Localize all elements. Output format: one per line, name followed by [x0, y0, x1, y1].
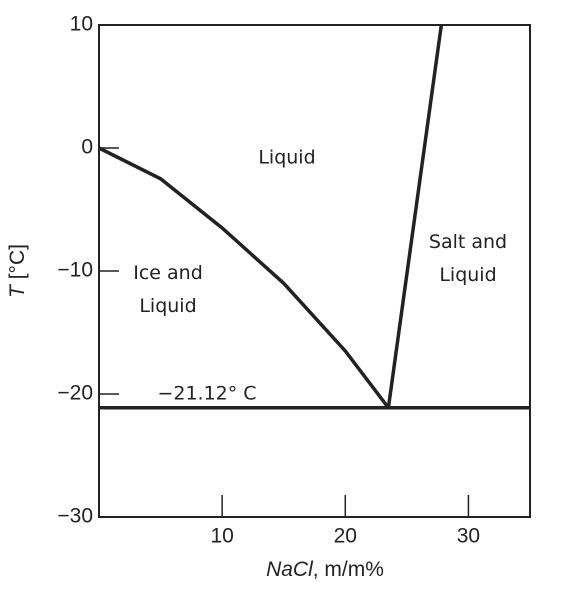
x-tick-label: 10: [210, 525, 233, 548]
y-tick-label: −30: [57, 505, 93, 528]
annotation: Liquid: [258, 147, 315, 169]
phase-boundary: [98, 146, 390, 409]
annotation: −21.12° C: [157, 383, 256, 405]
y-tick-label: −20: [57, 382, 93, 405]
y-axis-label: T [°C]: [6, 244, 29, 298]
x-axis-label: NaCl, m/m%: [266, 558, 384, 581]
y-tick-label: 0: [81, 136, 93, 159]
annotation: Ice and: [133, 262, 203, 284]
annotation: Liquid: [439, 264, 496, 286]
x-tick-label: 30: [457, 525, 480, 548]
phase-boundary: [386, 24, 444, 409]
annotation: Salt and: [429, 231, 507, 253]
y-tick-label: 10: [70, 13, 93, 36]
x-tick-label: 20: [334, 525, 357, 548]
y-label-unit: [°C]: [6, 244, 29, 285]
x-label-unit: , m/m%: [313, 558, 384, 581]
x-label-var: NaCl: [266, 558, 314, 581]
annotation: Liquid: [139, 295, 196, 317]
y-tick-label: −10: [57, 259, 93, 282]
y-label-var: T: [6, 283, 29, 298]
